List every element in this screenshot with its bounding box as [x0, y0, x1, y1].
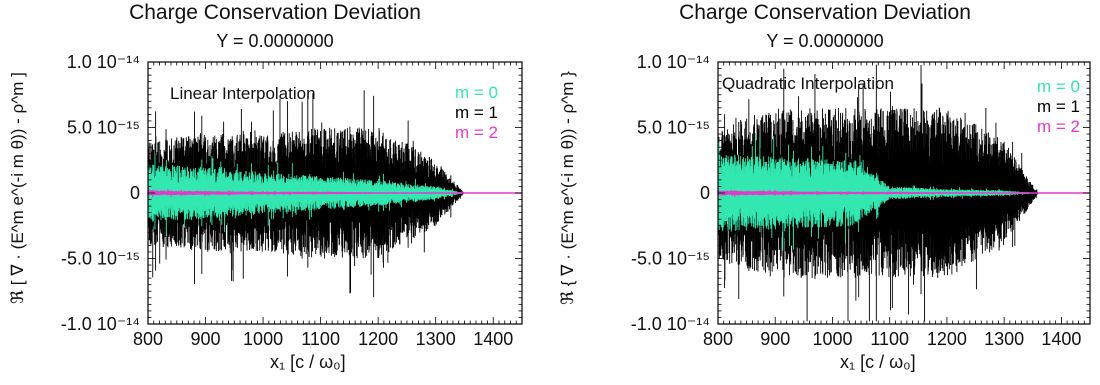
x-tick-label: 1200 — [358, 329, 398, 349]
x-tick-label: 900 — [191, 329, 221, 349]
x-tick-label: 1400 — [1041, 329, 1081, 349]
y-tick-label: 5.0 10⁻¹⁵ — [67, 118, 140, 138]
legend-item-m2: m = 2 — [1037, 117, 1080, 136]
y-tick-label: 0 — [700, 183, 710, 203]
y-tick-label: -5.0 10⁻¹⁵ — [61, 249, 140, 269]
y-tick-label: -1.0 10⁻¹⁴ — [631, 314, 710, 334]
chart-subtitle: Y = 0.0000000 — [216, 31, 334, 51]
x-tick-label: 1000 — [812, 329, 852, 349]
chart-panel-quadratic: Charge Conservation Deviation Y = 0.0000… — [550, 0, 1100, 385]
plot-area: 800 900 1000 1100 1200 1300 1400 1.0 10⁻¹⁴ 5.0 1… — [631, 52, 1091, 349]
chart-title: Charge Conservation Deviation — [129, 1, 421, 24]
x-tick-label: 1300 — [984, 329, 1024, 349]
y-tick-label: -5.0 10⁻¹⁵ — [631, 249, 710, 269]
interpolation-annotation: Linear Interpolation — [170, 84, 316, 103]
y-tick-label: 1.0 10⁻¹⁴ — [67, 52, 140, 72]
legend-item-m2: m = 2 — [455, 123, 498, 142]
interpolation-annotation: Quadratic Interpolation — [722, 74, 894, 93]
y-tick-label: 0 — [130, 183, 140, 203]
x-tick-label: 1300 — [416, 329, 456, 349]
x-tick-label: 800 — [703, 329, 733, 349]
x-tick-label: 1200 — [927, 329, 967, 349]
x-tick-label: 1100 — [870, 329, 909, 349]
y-tick-label: -1.0 10⁻¹⁴ — [61, 314, 140, 334]
y-tick-label: 5.0 10⁻¹⁵ — [637, 118, 710, 138]
chart-panel-linear: Charge Conservation Deviation Y = 0.0000… — [8, 1, 523, 372]
x-tick-label: 1400 — [473, 329, 513, 349]
legend-item-m0: m = 0 — [1037, 77, 1080, 96]
plot-area: 800 900 1000 1100 1200 1300 1400 1.0 10⁻¹⁴ 5.0 1… — [61, 52, 523, 349]
x-tick-label: 1100 — [301, 329, 340, 349]
legend-item-m0: m = 0 — [455, 83, 498, 102]
legend-item-m1: m = 1 — [1037, 97, 1080, 116]
x-tick-label: 900 — [760, 329, 790, 349]
chart-subtitle: Y = 0.0000000 — [766, 31, 884, 51]
x-tick-label: 800 — [133, 329, 163, 349]
y-tick-label: 1.0 10⁻¹⁴ — [637, 52, 710, 72]
chart-title: Charge Conservation Deviation — [679, 1, 971, 24]
legend-item-m1: m = 1 — [455, 103, 498, 122]
x-axis-label: x₁ [c / ω₀] — [270, 352, 346, 372]
x-axis-label: x₁ [c / ω₀] — [840, 352, 916, 372]
x-tick-label: 1000 — [243, 329, 283, 349]
